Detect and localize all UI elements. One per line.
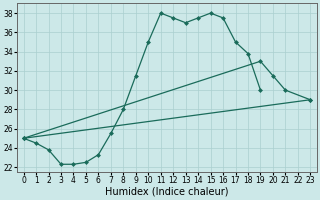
X-axis label: Humidex (Indice chaleur): Humidex (Indice chaleur) — [105, 187, 229, 197]
